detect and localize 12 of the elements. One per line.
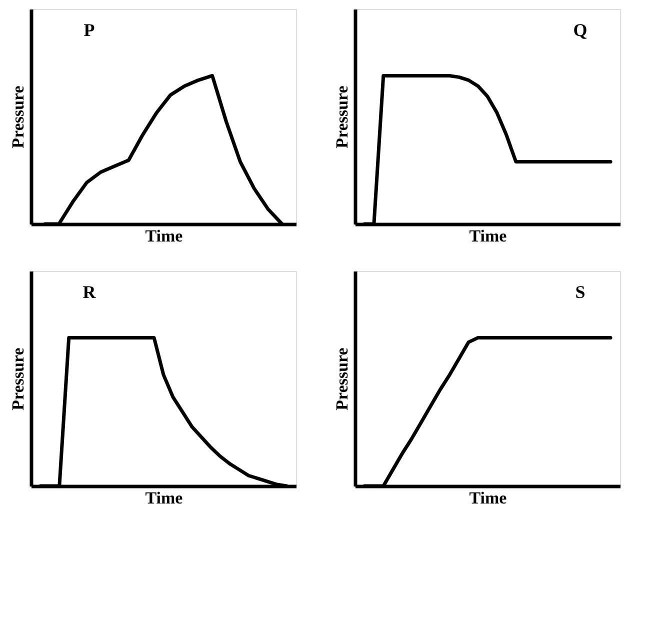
text: P — [84, 20, 95, 40]
text: S — [575, 282, 586, 302]
y-axis-title: Pressure — [8, 347, 28, 410]
x-axis-title: Time — [145, 226, 184, 246]
y-axis-title: Pressure — [332, 347, 352, 410]
x-axis-title: Time — [145, 488, 184, 508]
text: Q — [573, 20, 588, 40]
x-axis-title: Time — [469, 488, 508, 508]
y-axis-title: Pressure — [332, 85, 352, 148]
y-axis-title: Pressure — [8, 85, 28, 148]
text: R — [82, 282, 97, 302]
x-axis-title: Time — [469, 226, 508, 246]
